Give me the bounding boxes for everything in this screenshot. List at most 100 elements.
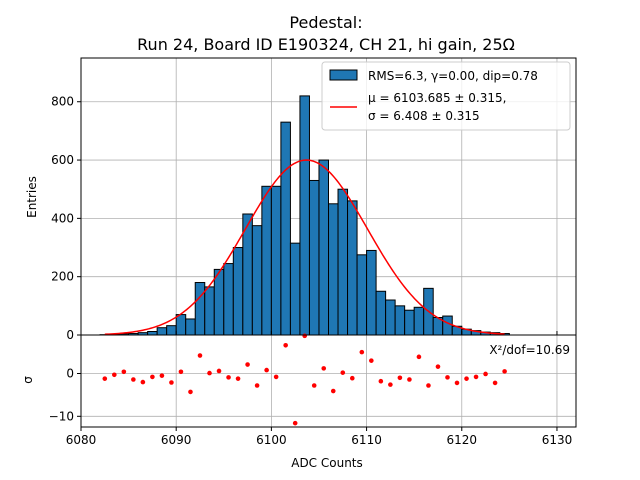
y-tick-label: 800 [51,95,74,109]
y-tick-label: 0 [66,328,74,342]
residual-axes: −10 0 6080 6090 6100 6110 6120 6130 [49,334,577,447]
histogram-bar [328,203,339,336]
residual-point [178,369,184,375]
x-tick-label: 6100 [256,433,287,447]
histogram-bar [166,325,177,336]
residual-point [131,377,136,382]
residual-point [254,383,260,388]
histogram-bar [261,185,272,336]
legend-fit-label-line2: σ = 6.408 ± 0.315 [368,109,480,123]
residual-point [388,382,393,387]
legend-histogram-swatch [329,69,358,81]
residual-point [407,377,412,382]
residual-point [378,378,384,384]
residual-point [102,376,108,381]
residual-point [292,420,298,426]
legend-frame [321,61,571,131]
residual-point [283,342,288,348]
residual-point [416,354,422,360]
y-axis-label-entries: Entries [25,176,39,218]
histogram-bar [204,286,215,336]
residual-point [359,349,365,355]
residual-axes-frame [80,334,577,428]
y-tick-label: 600 [51,153,74,167]
y-tick-label: 400 [51,211,74,225]
residual-point [426,383,431,388]
residual-point [302,333,308,339]
y-tick-label: 0 [66,367,74,381]
residual-point [245,362,250,367]
histogram-bar [442,315,453,336]
residual-annotation: X²/dof=10.69 [489,343,570,357]
y-tick-label: 200 [51,270,74,284]
histogram-bar [394,305,406,336]
residual-point [197,353,203,358]
histogram-bar [251,225,263,336]
histogram-bar [213,268,225,336]
y-tick-label: −10 [49,409,74,423]
x-tick-label: 6130 [542,433,573,447]
histogram-bar [404,309,415,336]
histogram-bar [308,179,320,336]
residual-point [159,373,165,378]
histogram-bar [194,282,206,336]
x-tick-label: 6080 [66,433,97,447]
residual-point [235,376,241,381]
histogram-bar [270,185,282,336]
residual-point [369,358,374,363]
residual-point [492,380,498,386]
residual-point [349,375,355,381]
residual-panel: −10 0 6080 6090 6100 6110 6120 6130 X²/dof=10.6… [21,333,577,470]
x-axis-label: ADC Counts [291,456,363,470]
residual-point [502,369,507,374]
histogram-bar [280,121,291,336]
residual-point [169,380,174,385]
residual-point [397,375,403,381]
residual-point [226,375,231,380]
histogram-bar [147,331,158,336]
residual-point [454,380,460,386]
histogram-bar [347,200,358,336]
residual-point [140,379,146,385]
histogram-bar [385,299,396,336]
histogram-bar [356,254,368,336]
histogram-bar [175,314,187,336]
histogram-bar [318,159,330,336]
histogram-bar [375,290,387,336]
residual-point [473,374,479,380]
y-axis-label-sigma: σ [21,376,35,384]
x-tick-label: 6110 [351,433,382,447]
residual-point [483,371,488,377]
x-tick-label: 6090 [161,433,192,447]
residual-point [121,369,127,375]
legend: RMS=6.3, γ=0.00, dip=0.78 μ = 6103.685 ±… [321,61,571,131]
residual-point [150,374,155,380]
residual-point [340,370,346,375]
histogram-bar [289,242,301,336]
histogram-bar [299,95,310,336]
legend-fit-label-line1: μ = 6103.685 ± 0.315, [368,91,506,105]
residual-point [321,366,327,371]
histogram-bar [232,247,244,336]
histogram-axes: 0 200 400 600 800 [51,57,577,342]
x-tick-label: 6120 [446,433,477,447]
histogram-bar [337,188,349,336]
residual-point [207,370,212,376]
legend-histogram-label: RMS=6.3, γ=0.00, dip=0.78 [368,69,538,83]
histogram-bar [156,327,168,336]
residual-point [264,367,269,373]
residual-point [464,376,469,381]
histogram-bar [413,306,425,336]
residual-point [273,374,279,380]
histogram-bar [185,318,196,336]
chart-title-line2: Run 24, Board ID E190324, CH 21, hi gain… [137,35,515,54]
histogram-panel: 0 200 400 600 800 Entries RMS=6.3, γ=0.00, d… [25,57,577,342]
histogram-bar [223,263,234,336]
residual-point [435,364,441,369]
residual-point [445,375,450,380]
residual-point [216,368,222,374]
gaussian-fit-curve [104,159,505,336]
residual-point [188,389,193,395]
residual-point [311,383,317,388]
